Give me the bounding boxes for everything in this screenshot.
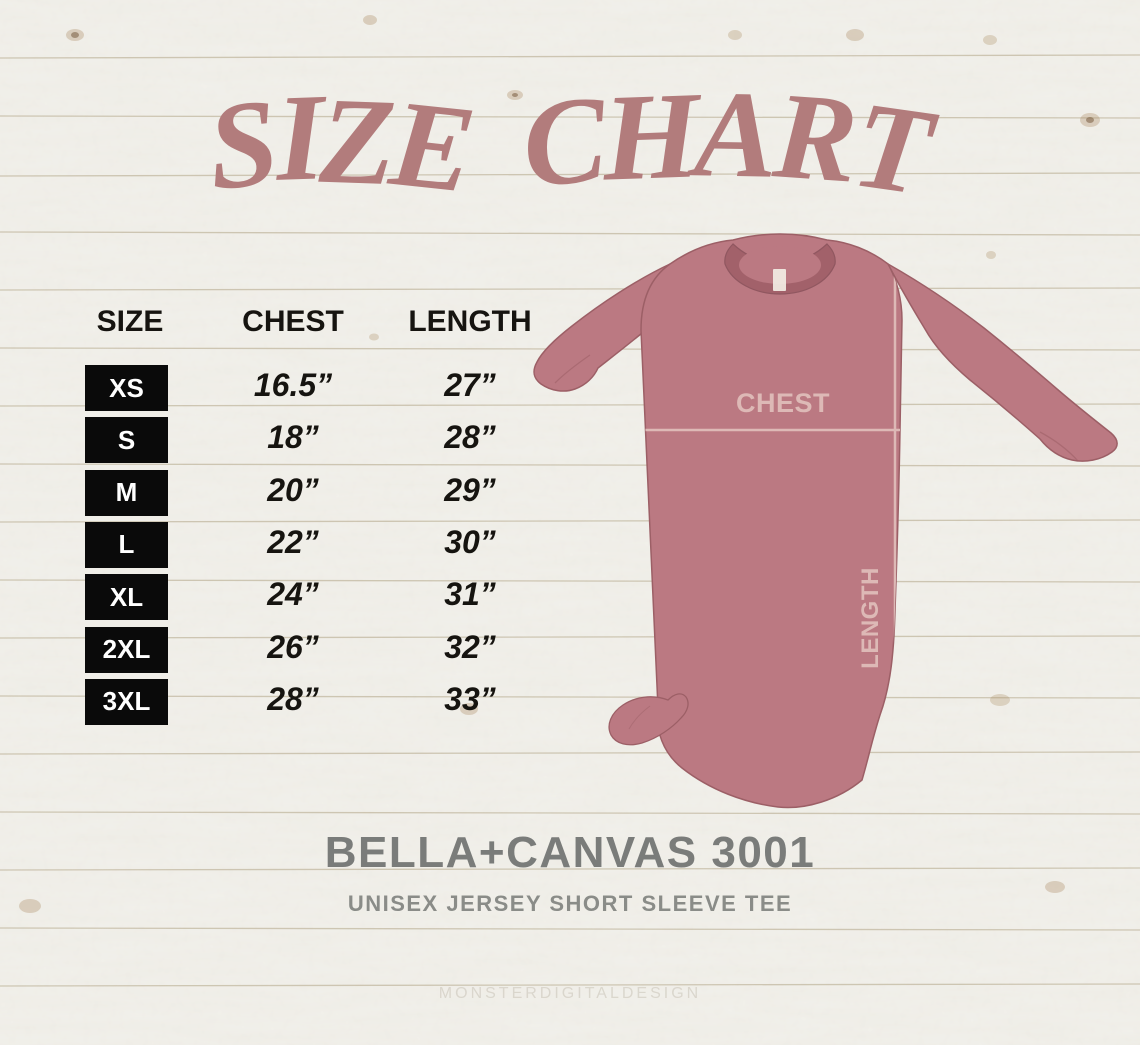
- svg-text:CHEST: CHEST: [736, 388, 830, 418]
- svg-text:LENGTH: LENGTH: [857, 567, 884, 669]
